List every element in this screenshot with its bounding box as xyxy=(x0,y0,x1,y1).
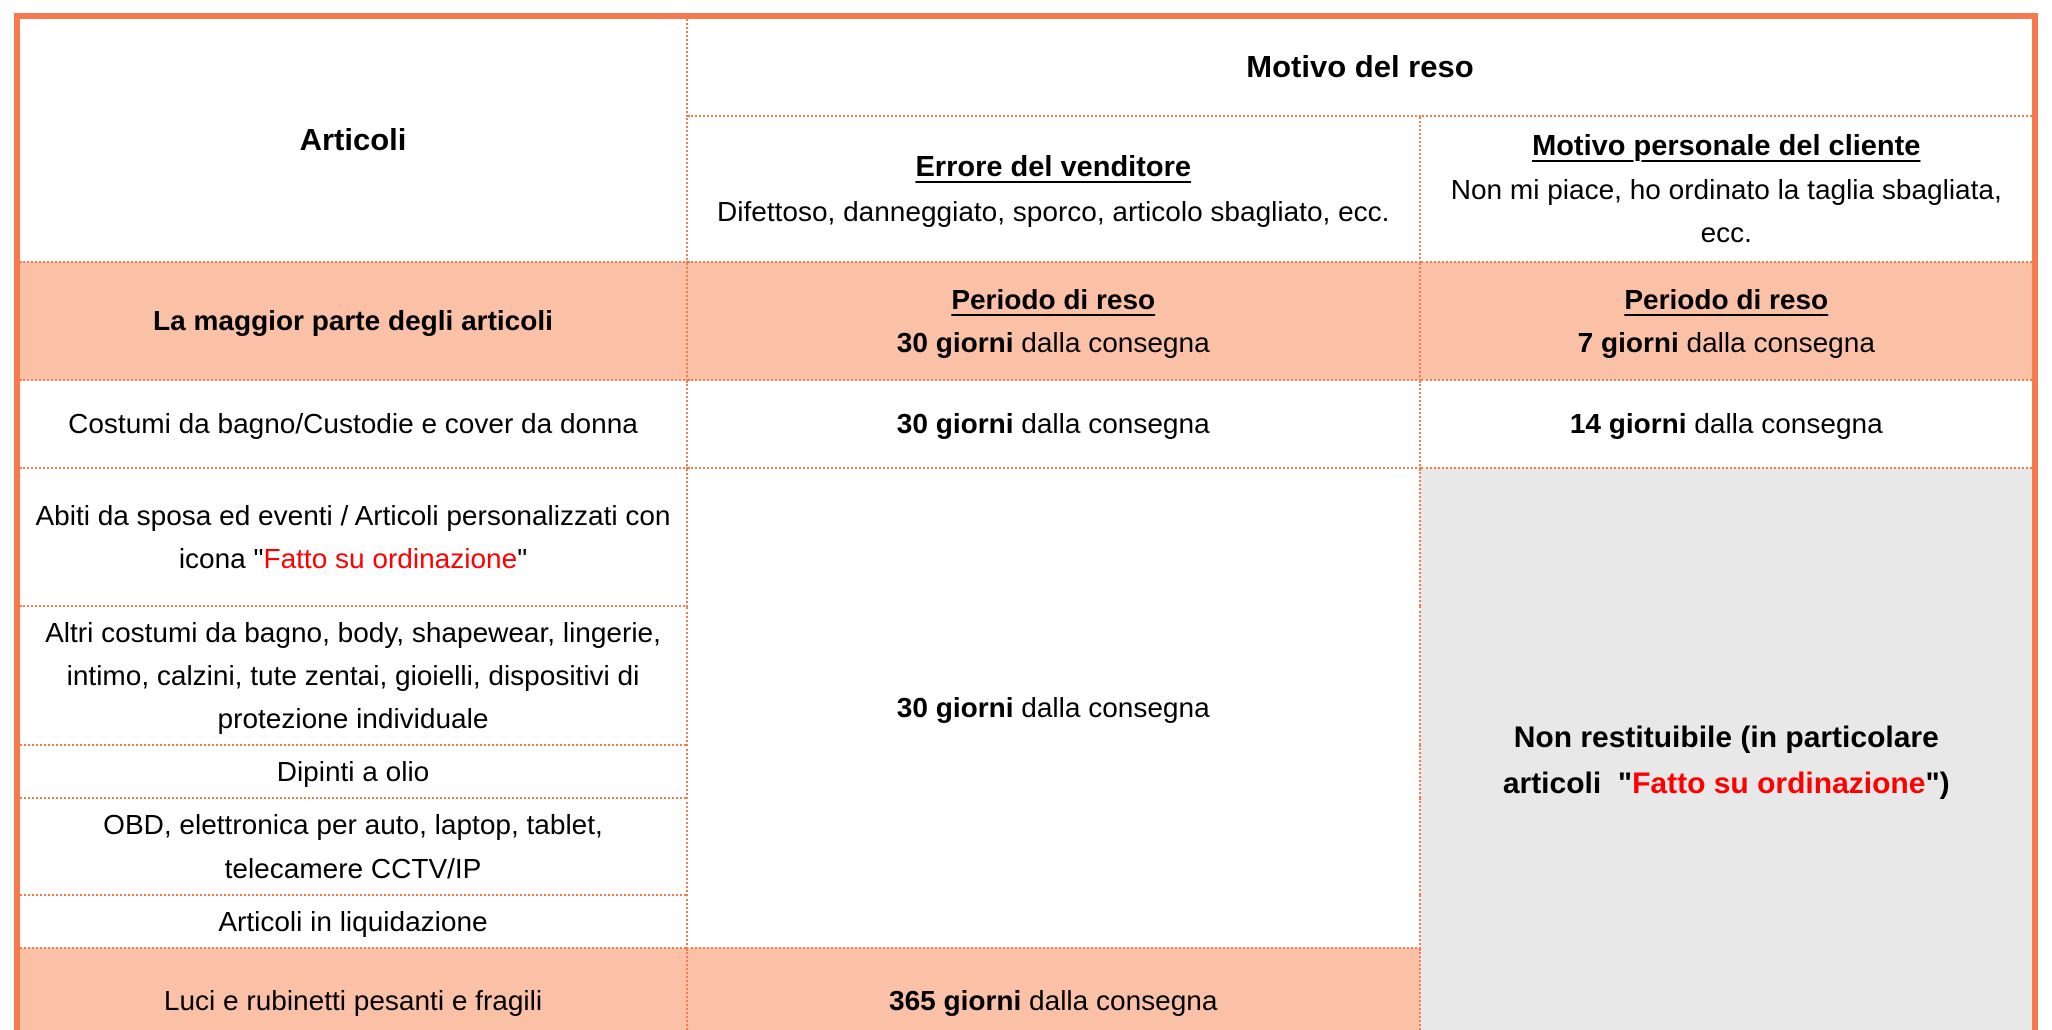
cell-most-items-customer-period: Periodo di reso 7 giorni dalla consegna xyxy=(1418,261,2036,381)
seller-error-title: Errore del venditore xyxy=(915,151,1192,184)
cell-customer-reason-header: Motivo personale del cliente Non mi piac… xyxy=(1418,115,2036,263)
swimwear-label: Costumi da bagno/Custodie e cover da don… xyxy=(68,408,638,440)
cell-most-items-seller-period: Periodo di reso 30 giorni dalla consegna xyxy=(685,261,1421,381)
seller-period-value: 30 giorni dalla consegna xyxy=(702,321,1405,364)
wedding-label-pre: Abiti da sposa ed eventi / Articoli pers… xyxy=(35,499,671,574)
cell-lights-seller-period: 365 giorni dalla consegna xyxy=(685,946,1421,1030)
cell-obd-electronics-label: OBD, elettronica per auto, laptop, table… xyxy=(16,797,688,896)
clearance-label: Articoli in liquidazione xyxy=(218,905,488,937)
merged-seller-rest: dalla consegna xyxy=(1013,692,1210,724)
cell-non-returnable: Non restituibile (in particolare articol… xyxy=(1418,467,2036,1030)
most-items-label: La maggior parte degli articoli xyxy=(153,305,553,337)
wedding-label-post: " xyxy=(517,543,528,574)
customer-reason-title: Motivo personale del cliente xyxy=(1532,129,1921,162)
customer-period-title: Periodo di reso xyxy=(1624,283,1829,315)
customer-period-value: 7 giorni dalla consegna xyxy=(1435,321,2019,364)
other-swimwear-label: Altri costumi da bagno, body, shapewear,… xyxy=(45,617,661,735)
cell-merged-seller-period: 30 giorni dalla consegna xyxy=(685,467,1421,949)
non-returnable-red: Fatto su ordinazione xyxy=(1632,766,1926,800)
customer-days-rest: dalla consegna xyxy=(1678,327,1875,358)
cell-other-swimwear-label: Altri costumi da bagno, body, shapewear,… xyxy=(16,604,688,747)
swimwear-seller-rest: dalla consegna xyxy=(1013,408,1210,440)
cell-clearance-label: Articoli in liquidazione xyxy=(16,893,688,949)
cell-motivo-header: Motivo del reso xyxy=(685,15,2037,117)
customer-days: 7 giorni xyxy=(1577,327,1679,358)
seller-error-subtitle: Difettoso, danneggiato, sporco, articolo… xyxy=(717,195,1390,227)
cell-lights-label: Luci e rubinetti pesanti e fragili xyxy=(16,946,688,1030)
motivo-header-label: Motivo del reso xyxy=(1246,49,1474,85)
seller-days: 30 giorni xyxy=(896,327,1014,358)
wedding-label-red: Fatto su ordinazione xyxy=(263,543,518,574)
cell-articoli-header: Articoli xyxy=(16,15,688,263)
cell-most-items-label: La maggior parte degli articoli xyxy=(16,261,688,381)
seller-days-rest: dalla consegna xyxy=(1013,327,1210,358)
customer-reason-subtitle: Non mi piace, ho ordinato la taglia sbag… xyxy=(1450,174,2002,249)
cell-swimwear-seller-period: 30 giorni dalla consegna xyxy=(685,379,1421,469)
cell-oil-paintings-label: Dipinti a olio xyxy=(16,744,688,800)
non-returnable-post: ") xyxy=(1925,766,1950,800)
cell-swimwear-customer-period: 14 giorni dalla consegna xyxy=(1418,379,2036,469)
lights-seller-days: 365 giorni xyxy=(889,985,1022,1017)
articoli-header-label: Articoli xyxy=(299,122,407,158)
oil-paintings-label: Dipinti a olio xyxy=(276,756,430,788)
cell-seller-error-header: Errore del venditore Difettoso, danneggi… xyxy=(685,115,1421,263)
merged-seller-days: 30 giorni xyxy=(896,692,1014,724)
swimwear-seller-days: 30 giorni xyxy=(896,408,1014,440)
lights-seller-rest: dalla consegna xyxy=(1021,985,1218,1017)
lights-label: Luci e rubinetti pesanti e fragili xyxy=(163,985,543,1017)
non-returnable-pre: Non restituibile (in particolare articol… xyxy=(1502,720,1939,800)
cell-wedding-label: Abiti da sposa ed eventi / Articoli pers… xyxy=(16,467,688,607)
swimwear-customer-rest: dalla consegna xyxy=(1686,408,1883,440)
seller-period-title: Periodo di reso xyxy=(951,283,1156,315)
obd-electronics-label: OBD, elettronica per auto, laptop, table… xyxy=(103,809,603,884)
cell-swimwear-label: Costumi da bagno/Custodie e cover da don… xyxy=(16,379,688,469)
swimwear-customer-days: 14 giorni xyxy=(1569,408,1687,440)
return-policy-table: Articoli Motivo del reso Errore del vend… xyxy=(14,13,2038,1030)
